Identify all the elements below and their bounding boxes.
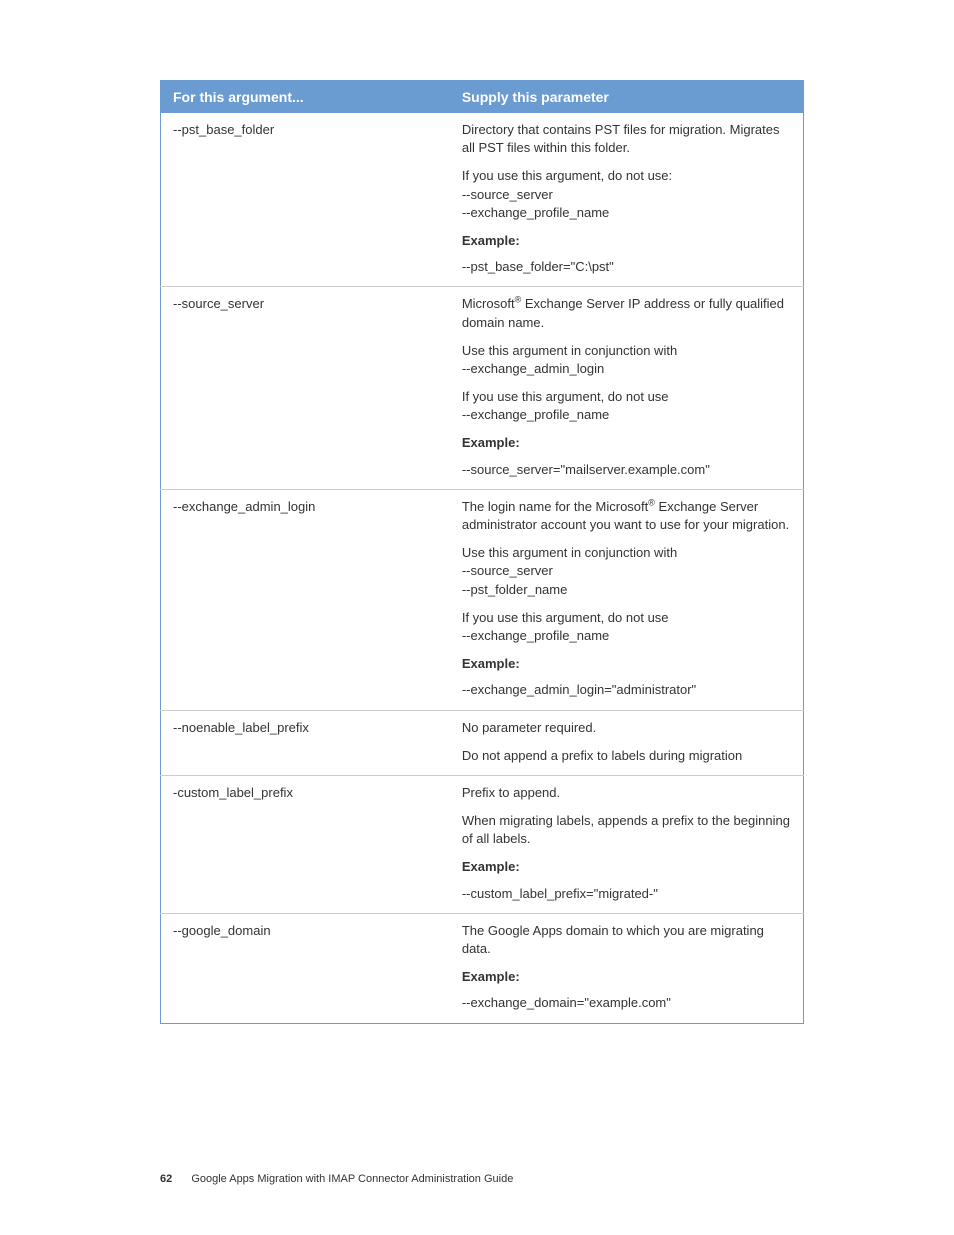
param-text: Directory that contains PST files for mi…	[462, 121, 791, 157]
cell-parameter: Prefix to append. When migrating labels,…	[450, 775, 804, 913]
param-text: Prefix to append.	[462, 784, 791, 802]
param-line: --pst_folder_name	[462, 582, 568, 597]
example-label: Example:	[462, 434, 791, 452]
param-text: When migrating labels, appends a prefix …	[462, 812, 791, 848]
param-line: If you use this argument, do not use:	[462, 168, 672, 183]
example-text: --source_server="mailserver.example.com"	[462, 461, 791, 479]
parameter-table: For this argument... Supply this paramet…	[160, 80, 804, 1024]
example-label: Example:	[462, 232, 791, 250]
param-text: Do not append a prefix to labels during …	[462, 747, 791, 765]
table-row: -custom_label_prefix Prefix to append. W…	[161, 775, 804, 913]
table-row: --exchange_admin_login The login name fo…	[161, 489, 804, 710]
cell-argument: --exchange_admin_login	[161, 489, 450, 710]
param-text: If you use this argument, do not use: --…	[462, 167, 791, 222]
table-header-parameter: Supply this parameter	[450, 81, 804, 114]
cell-parameter: The login name for the Microsoft® Exchan…	[450, 489, 804, 710]
param-text: Use this argument in conjunction with --…	[462, 342, 791, 378]
param-line: --exchange_profile_name	[462, 407, 609, 422]
example-label: Example:	[462, 968, 791, 986]
param-text: If you use this argument, do not use --e…	[462, 388, 791, 424]
param-text: If you use this argument, do not use --e…	[462, 609, 791, 645]
cell-argument: --noenable_label_prefix	[161, 710, 450, 775]
param-text: The Google Apps domain to which you are …	[462, 922, 791, 958]
param-inline: Microsoft	[462, 296, 515, 311]
example-text: --custom_label_prefix="migrated-"	[462, 885, 791, 903]
param-line: --source_server	[462, 187, 553, 202]
table-row: --google_domain The Google Apps domain t…	[161, 913, 804, 1023]
page-footer: 62 Google Apps Migration with IMAP Conne…	[160, 1173, 513, 1185]
param-inline: The login name for the Microsoft	[462, 499, 648, 514]
example-text: --exchange_admin_login="administrator"	[462, 681, 791, 699]
cell-argument: --google_domain	[161, 913, 450, 1023]
example-label: Example:	[462, 655, 791, 673]
registered-icon: ®	[648, 497, 655, 507]
page-number: 62	[160, 1173, 172, 1185]
param-text: Microsoft® Exchange Server IP address or…	[462, 295, 791, 331]
table-header-row: For this argument... Supply this paramet…	[161, 81, 804, 114]
table-row: --source_server Microsoft® Exchange Serv…	[161, 287, 804, 490]
table-header-argument: For this argument...	[161, 81, 450, 114]
param-text: No parameter required.	[462, 719, 791, 737]
footer-title: Google Apps Migration with IMAP Connecto…	[191, 1173, 513, 1185]
cell-parameter: Directory that contains PST files for mi…	[450, 113, 804, 287]
param-line: --exchange_profile_name	[462, 205, 609, 220]
param-line: --exchange_admin_login	[462, 361, 604, 376]
example-label: Example:	[462, 858, 791, 876]
table-row: --noenable_label_prefix No parameter req…	[161, 710, 804, 775]
param-line: Use this argument in conjunction with	[462, 545, 677, 560]
cell-parameter: The Google Apps domain to which you are …	[450, 913, 804, 1023]
param-line: Use this argument in conjunction with	[462, 343, 677, 358]
param-line: If you use this argument, do not use	[462, 389, 669, 404]
param-line: --source_server	[462, 563, 553, 578]
example-text: --pst_base_folder="C:\pst"	[462, 258, 791, 276]
cell-argument: -custom_label_prefix	[161, 775, 450, 913]
param-text: The login name for the Microsoft® Exchan…	[462, 498, 791, 534]
cell-parameter: Microsoft® Exchange Server IP address or…	[450, 287, 804, 490]
document-page: For this argument... Supply this paramet…	[0, 0, 954, 1235]
param-line: --exchange_profile_name	[462, 628, 609, 643]
param-line: If you use this argument, do not use	[462, 610, 669, 625]
table-row: --pst_base_folder Directory that contain…	[161, 113, 804, 287]
cell-argument: --pst_base_folder	[161, 113, 450, 287]
param-text: Use this argument in conjunction with --…	[462, 544, 791, 599]
example-text: --exchange_domain="example.com"	[462, 994, 791, 1012]
cell-parameter: No parameter required. Do not append a p…	[450, 710, 804, 775]
cell-argument: --source_server	[161, 287, 450, 490]
